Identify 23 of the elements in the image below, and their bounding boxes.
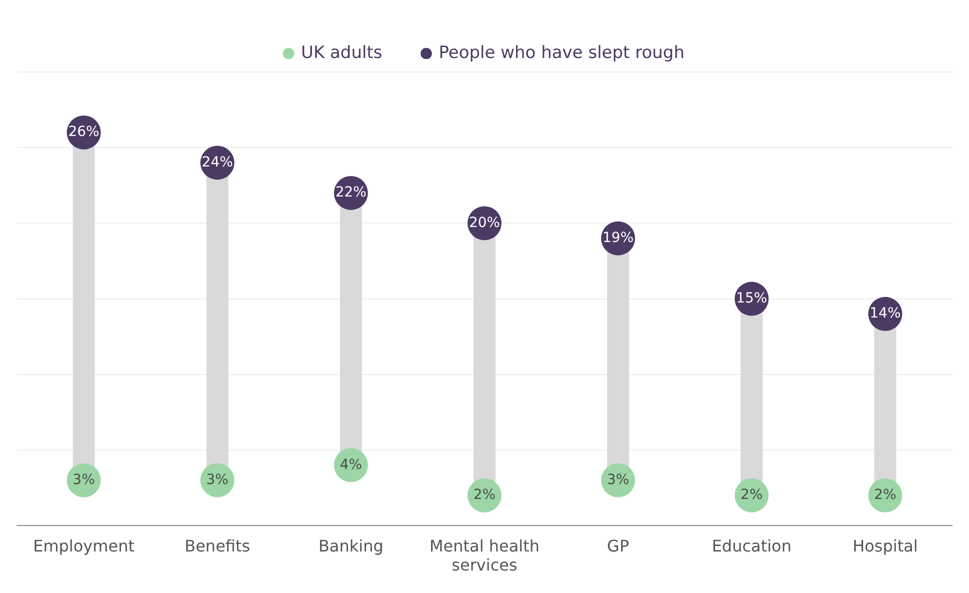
x-tick-label: Employment — [33, 536, 134, 556]
x-tick-label: Benefits — [184, 536, 250, 556]
data-label: 3% — [72, 472, 95, 488]
x-tick-label: Education — [712, 536, 792, 556]
data-label: 15% — [736, 290, 768, 306]
data-label: 19% — [602, 230, 634, 246]
x-tick-label: GP — [607, 536, 630, 556]
legend-label: UK adults — [301, 42, 382, 63]
data-label: 22% — [335, 184, 366, 201]
x-tick-label: Mental health services — [429, 536, 540, 575]
data-label: 26% — [68, 124, 100, 140]
data-label: 20% — [468, 214, 500, 231]
x-tick-label: Hospital — [852, 536, 918, 556]
data-label: 4% — [340, 456, 362, 473]
data-label: 2% — [473, 487, 496, 503]
x-tick-label: Banking — [318, 536, 384, 556]
data-label: 2% — [740, 487, 763, 503]
data-label: 14% — [870, 306, 901, 322]
data-label: 3% — [206, 472, 228, 488]
legend-label: People who have slept rough — [438, 42, 684, 63]
data-label: 24% — [202, 154, 233, 170]
data-label: 3% — [606, 472, 630, 488]
data-label: 2% — [874, 487, 896, 503]
